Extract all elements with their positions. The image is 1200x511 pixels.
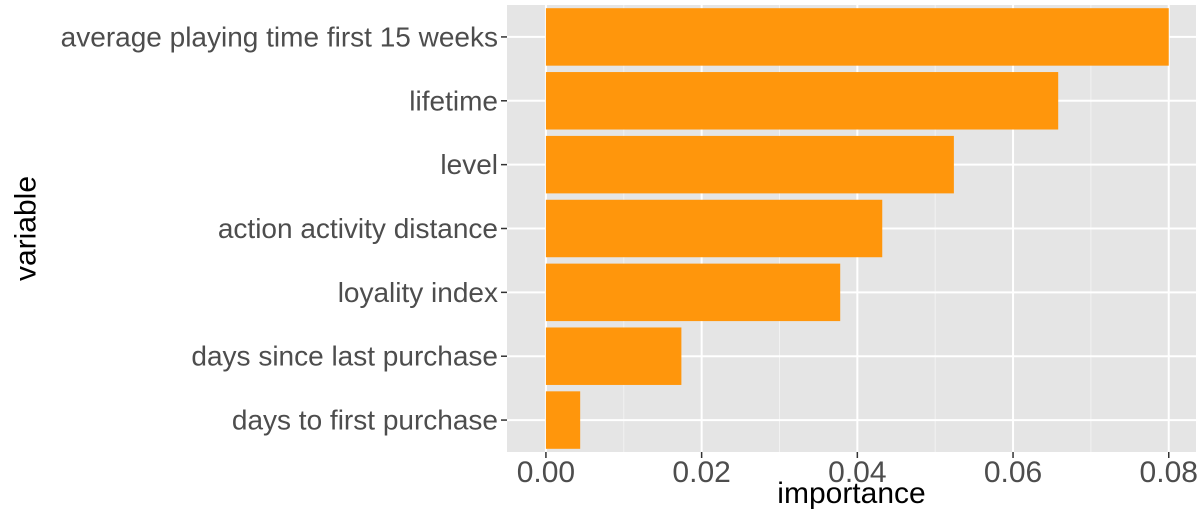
bar	[545, 8, 1169, 66]
x-tick-label: 0.02	[672, 456, 730, 489]
y-axis-tick-labels: average playing time first 15 weeks lifet…	[61, 21, 498, 435]
y-tick-label: action activity distance	[218, 213, 498, 244]
y-axis-title: variable	[10, 176, 43, 281]
bar	[545, 263, 841, 322]
x-tick-label: 0.08	[1140, 456, 1198, 489]
y-tick-label: loyality index	[338, 277, 498, 308]
bar	[545, 199, 883, 258]
x-axis-tick-labels: 0.00 0.02 0.04 0.06 0.08	[517, 456, 1198, 489]
y-tick-label: days to first purchase	[232, 405, 498, 436]
y-tick-label: days since last purchase	[191, 341, 498, 372]
y-axis-ticks	[501, 36, 507, 421]
bar	[545, 327, 682, 385]
bar	[545, 391, 581, 449]
x-tick-label: 0.04	[828, 456, 886, 489]
y-tick-label: lifetime	[409, 85, 498, 116]
x-tick-label: 0.00	[517, 456, 575, 489]
y-tick-label: average playing time first 15 weeks	[61, 21, 498, 52]
bar	[545, 135, 954, 194]
bars	[545, 8, 1169, 449]
x-axis-title: importance	[777, 477, 925, 510]
bar	[545, 72, 1059, 130]
x-tick-label: 0.06	[984, 456, 1042, 489]
y-tick-label: level	[440, 149, 498, 180]
x-axis-ticks	[545, 452, 1170, 458]
